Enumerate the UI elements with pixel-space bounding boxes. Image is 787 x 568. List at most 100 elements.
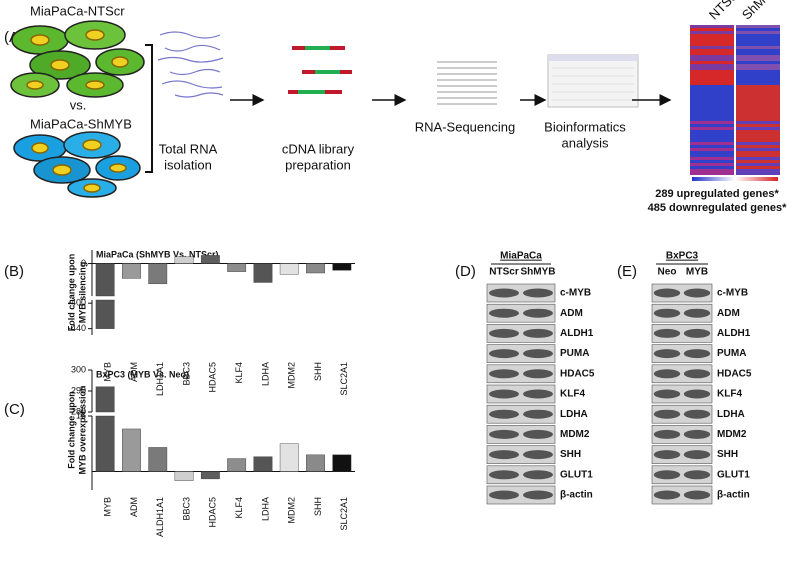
heatmap-row bbox=[736, 94, 780, 97]
band bbox=[683, 409, 711, 419]
band bbox=[683, 389, 711, 399]
heatmap-row bbox=[736, 46, 780, 49]
lane-label: NTScr bbox=[489, 267, 519, 278]
band bbox=[653, 369, 681, 379]
heatmap-row bbox=[690, 127, 734, 130]
step-label: Total RNA bbox=[159, 141, 218, 156]
heatmap-row bbox=[690, 82, 734, 85]
heatmap-row bbox=[736, 82, 780, 85]
heatmap-row bbox=[690, 25, 734, 28]
western-blot: (E) BxPC3 Neo MYB c-MYB ADM ALDH1 PUMA HDAC5 KLF4… bbox=[617, 251, 752, 505]
band bbox=[523, 409, 553, 419]
band bbox=[683, 308, 711, 318]
protein-label: KLF4 bbox=[717, 389, 742, 400]
bar bbox=[332, 263, 352, 271]
heatmap-row bbox=[690, 160, 734, 163]
heatmap-row bbox=[736, 166, 780, 169]
band bbox=[653, 409, 681, 419]
bar bbox=[200, 471, 220, 480]
y-tick-label: 15 bbox=[76, 410, 86, 420]
heatmap-row bbox=[690, 133, 734, 136]
protein-label: SHH bbox=[560, 449, 581, 460]
cell-line: MiaPaCa-NTScr bbox=[30, 3, 125, 18]
band bbox=[653, 490, 681, 500]
protein-label: SHH bbox=[717, 449, 738, 460]
protein-label: PUMA bbox=[560, 348, 589, 359]
heatmap-row bbox=[690, 58, 734, 61]
bar bbox=[306, 263, 325, 274]
y-axis-label: MYB overexpression bbox=[77, 385, 87, 474]
cdna-fragments bbox=[288, 46, 352, 94]
bar bbox=[148, 263, 168, 285]
heatmap-row bbox=[736, 130, 780, 133]
band bbox=[653, 349, 681, 359]
step-label: Bioinformatics bbox=[544, 119, 626, 134]
y-tick-label: 280 bbox=[71, 406, 86, 416]
step-label: isolation bbox=[164, 157, 212, 172]
step-label: RNA-Sequencing bbox=[415, 119, 515, 134]
band bbox=[683, 490, 711, 500]
x-tick-label: SLC2A1 bbox=[339, 497, 349, 531]
band bbox=[523, 389, 553, 399]
protein-label: HDAC5 bbox=[560, 368, 595, 379]
sequence-block bbox=[437, 61, 497, 105]
step-label: analysis bbox=[562, 135, 609, 150]
software-screenshot bbox=[547, 54, 639, 108]
heatmap-row bbox=[690, 37, 734, 40]
protein-label: c-MYB bbox=[560, 288, 591, 299]
heatmap-row bbox=[690, 73, 734, 76]
heatmap-row bbox=[736, 28, 780, 31]
heatmap-row bbox=[736, 76, 780, 79]
bar-chart: (B) MiaPaCa (ShMYB Vs. NTScr) Fold change … bbox=[4, 249, 355, 396]
protein-label: MDM2 bbox=[560, 429, 590, 440]
heatmap-row bbox=[736, 112, 780, 115]
gene-count: 289 upregulated genes* bbox=[655, 188, 779, 200]
y-tick-label: 290 bbox=[71, 385, 86, 395]
heatmap-row bbox=[690, 61, 734, 64]
protein-label: PUMA bbox=[717, 348, 746, 359]
band bbox=[653, 389, 681, 399]
panel-label: (E) bbox=[617, 263, 637, 280]
band bbox=[489, 490, 519, 500]
band bbox=[653, 288, 681, 298]
band bbox=[683, 470, 711, 480]
y-tick-label: -440 bbox=[68, 323, 86, 333]
heatmap-row bbox=[690, 76, 734, 79]
lane-label: MYB bbox=[686, 267, 708, 278]
heatmap-row bbox=[736, 121, 780, 124]
protein-label: ALDH1 bbox=[560, 328, 594, 339]
bar bbox=[95, 299, 115, 329]
protein-label: KLF4 bbox=[560, 389, 585, 400]
heatmap-row bbox=[690, 28, 734, 31]
heatmap-row bbox=[736, 91, 780, 94]
heatmap-row bbox=[736, 52, 780, 55]
heatmap-row bbox=[736, 34, 780, 37]
band bbox=[523, 328, 553, 338]
heatmap-row bbox=[736, 37, 780, 40]
band bbox=[523, 470, 553, 480]
band bbox=[653, 429, 681, 439]
x-tick-label: ALDH1A1 bbox=[155, 497, 165, 537]
heatmap-row bbox=[736, 151, 780, 154]
y-tick-label: -400 bbox=[68, 298, 86, 308]
x-tick-label: ADM bbox=[129, 497, 139, 517]
band bbox=[683, 328, 711, 338]
bar bbox=[253, 456, 273, 472]
protein-label: ALDH1 bbox=[717, 328, 751, 339]
heatmap-row bbox=[736, 58, 780, 61]
x-tick-label: MYB bbox=[103, 497, 113, 517]
x-tick-label: SHH bbox=[313, 497, 323, 516]
band bbox=[523, 490, 553, 500]
protein-label: ADM bbox=[560, 308, 583, 319]
heatmap-row bbox=[736, 73, 780, 76]
bracket bbox=[145, 44, 153, 173]
heatmap bbox=[690, 25, 780, 175]
x-tick-label: LDHA bbox=[260, 362, 270, 386]
y-tick-label: 300 bbox=[71, 364, 86, 374]
heatmap-row bbox=[690, 31, 734, 34]
band bbox=[489, 349, 519, 359]
heatmap-row bbox=[690, 169, 734, 172]
band bbox=[683, 369, 711, 379]
x-tick-label: MDM2 bbox=[287, 362, 297, 389]
band bbox=[489, 308, 519, 318]
